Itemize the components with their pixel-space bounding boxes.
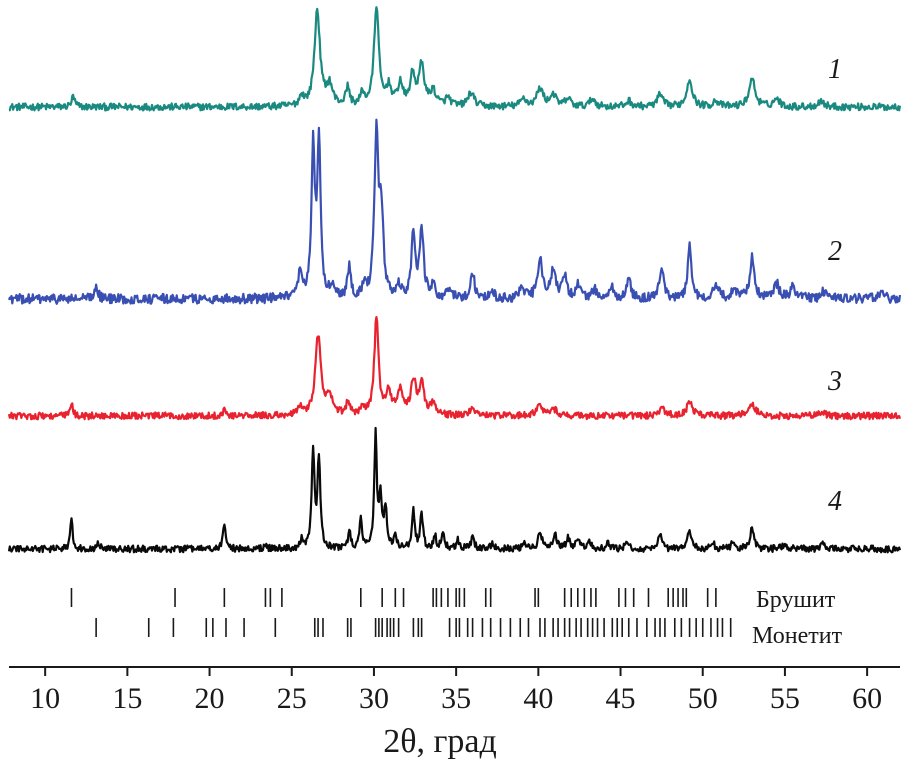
series-2-line [7, 118, 902, 305]
x-axis-title: 2θ, град [383, 723, 497, 760]
x-tick-label: 45 [606, 682, 636, 715]
curve-labels: 1 2 3 4 [827, 54, 842, 517]
x-tick-label: 50 [688, 682, 718, 715]
x-tick-label: 10 [30, 682, 60, 715]
x-tick-label: 25 [277, 682, 307, 715]
x-tick-label: 15 [112, 682, 142, 715]
x-tick-label: 30 [359, 682, 389, 715]
series-1-line [8, 6, 902, 112]
x-tick-label: 40 [523, 682, 553, 715]
series-2-label: 2 [828, 236, 842, 267]
series-1-label: 1 [828, 54, 842, 85]
x-tick-label: 20 [195, 682, 225, 715]
x-tick-label: 55 [770, 682, 800, 715]
series-4-line [7, 426, 902, 554]
x-tick-label: 60 [852, 682, 882, 715]
marker-brushite-label: Брушит [756, 587, 836, 613]
x-tick-label: 35 [441, 682, 471, 715]
x-axis: 10 15 20 25 30 35 40 45 50 55 60 2θ, град [9, 666, 900, 760]
diffraction-curves [7, 6, 902, 554]
reference-markers: Брушит Монетит [70, 587, 843, 649]
x-axis-ticks: 10 15 20 25 30 35 40 45 50 55 60 [30, 667, 882, 715]
series-4-label: 4 [828, 486, 842, 517]
marker-monetite-label: Монетит [752, 623, 843, 649]
series-3-line [7, 316, 902, 421]
series-3-label: 3 [827, 366, 842, 397]
